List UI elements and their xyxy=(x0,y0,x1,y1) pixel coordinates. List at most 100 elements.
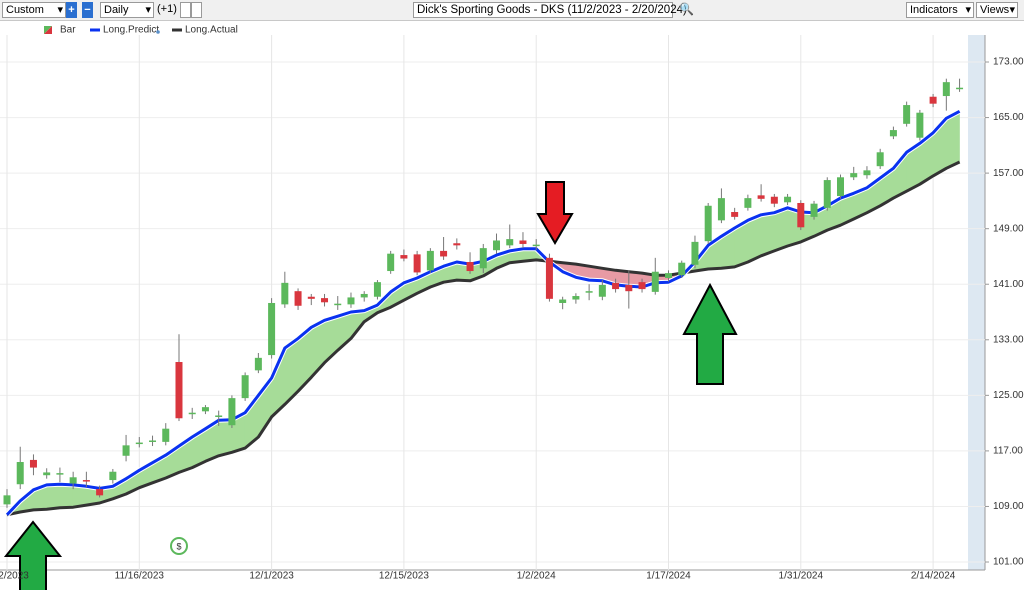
candle-body xyxy=(82,480,90,482)
legend-swatch-down xyxy=(44,26,52,34)
candle-body xyxy=(717,198,725,221)
zoom-out[interactable]: − xyxy=(82,2,93,18)
dividend-symbol: $ xyxy=(176,541,181,551)
candle-body xyxy=(598,284,606,297)
candle-body xyxy=(334,303,342,306)
y-tick-label: 117.00 xyxy=(993,446,1023,457)
candle-body xyxy=(294,291,302,306)
candle-body xyxy=(823,180,831,208)
candle-body xyxy=(149,440,157,442)
candle-body xyxy=(135,442,143,445)
offset-down[interactable] xyxy=(191,2,202,18)
zoom-in[interactable]: + xyxy=(66,2,77,18)
indicators-select[interactable]: Indicators ▾ xyxy=(906,2,974,18)
legend-label: Long.Predict xyxy=(103,25,159,36)
annotations: $ xyxy=(3,181,738,590)
candle-body xyxy=(929,96,937,104)
grid xyxy=(0,35,985,570)
x-tick-label: 1/17/2024 xyxy=(646,571,691,582)
candle-body xyxy=(96,489,104,496)
candle-body xyxy=(704,205,712,242)
candle-body xyxy=(731,212,739,217)
candle-body xyxy=(162,428,170,442)
band-segment xyxy=(46,483,61,510)
candle-body xyxy=(532,244,540,247)
candle-body xyxy=(43,472,51,476)
candle-body xyxy=(413,254,421,273)
candle-body xyxy=(215,415,223,417)
candle-body xyxy=(453,243,461,246)
candle-body xyxy=(479,248,487,269)
candle-body xyxy=(744,198,752,208)
x-tick-label: 1/2/2024 xyxy=(517,571,556,582)
series-line xyxy=(5,109,961,516)
dropdown-arrow: ▾ xyxy=(145,4,151,16)
candle-body xyxy=(863,170,871,176)
indicators: Indicators xyxy=(910,4,958,16)
views: Views xyxy=(980,4,1010,16)
candle-body xyxy=(770,196,778,204)
candle-body xyxy=(638,282,646,290)
y-tick-label: 149.00 xyxy=(993,223,1024,234)
candle-body xyxy=(400,255,408,259)
candle-body xyxy=(691,241,699,265)
candle-body xyxy=(268,302,276,356)
candle-body xyxy=(347,297,355,305)
candle-body xyxy=(122,445,130,456)
y-tick-label: 101.00 xyxy=(993,557,1024,568)
x-tick-label: 12/15/2023 xyxy=(379,571,429,582)
candle-body xyxy=(29,459,37,468)
candle-body xyxy=(559,299,567,303)
candle-body xyxy=(109,471,117,481)
candle-body xyxy=(307,296,315,299)
y-tick-label: 141.00 xyxy=(993,279,1024,290)
candle-body xyxy=(810,203,818,217)
candle-body xyxy=(426,250,434,271)
candle-body xyxy=(493,240,501,251)
candle-body xyxy=(175,362,183,419)
series-line xyxy=(6,160,961,517)
candle-body xyxy=(440,250,448,257)
candle-body xyxy=(228,398,236,426)
candle-body xyxy=(387,253,395,272)
candle-body xyxy=(889,130,897,137)
dropdown-arrow: ▾ xyxy=(57,4,63,16)
candle-body xyxy=(850,173,858,178)
candle-body xyxy=(665,273,672,278)
candle-body xyxy=(572,296,580,300)
line-halo xyxy=(5,109,961,517)
dropdown-arrow: ▾ xyxy=(1009,4,1015,16)
legend: Bar Long.Predict Long.Actual xyxy=(44,25,238,36)
offset-up[interactable] xyxy=(180,2,191,18)
candle-body xyxy=(188,412,196,415)
candle-body xyxy=(757,195,765,199)
dividend-icon[interactable] xyxy=(170,537,188,555)
candle-body xyxy=(625,284,633,292)
interval-select[interactable]: Daily ▾ xyxy=(100,2,154,18)
x-tick-label: 11/16/2023 xyxy=(115,571,165,582)
period: Custom xyxy=(6,4,44,16)
y-tick-label: 133.00 xyxy=(993,334,1024,345)
buy-arrow xyxy=(682,282,738,385)
candle-body xyxy=(585,291,593,293)
candle-body xyxy=(916,112,924,138)
search-icon[interactable]: 🔍 xyxy=(679,2,694,16)
candle-body xyxy=(876,152,884,167)
candle-body xyxy=(69,477,77,484)
candle-body xyxy=(519,240,527,244)
period-select[interactable]: Custom ▾ xyxy=(2,2,66,18)
band-segment xyxy=(59,483,74,509)
candle-body xyxy=(545,257,553,299)
chart: Bar Long.Predict Long.Actual $ 101.00 109.… xyxy=(0,25,1024,590)
sell-arrow xyxy=(536,181,574,245)
y-tick-label: 173.00 xyxy=(993,57,1024,68)
chart-title: Dick's Sporting Goods - DKS (11/2/2023 -… xyxy=(413,2,687,18)
candle-body xyxy=(956,87,964,90)
x-tick-label: 1/31/2024 xyxy=(779,571,824,582)
views-select[interactable]: Views ▾ xyxy=(976,2,1018,18)
legend-label: Bar xyxy=(60,25,76,36)
y-tick-label: 165.00 xyxy=(993,112,1024,123)
y-tick-label: 125.00 xyxy=(993,390,1024,401)
candle-body xyxy=(56,473,64,475)
dropdown-arrow: ▾ xyxy=(965,4,971,16)
